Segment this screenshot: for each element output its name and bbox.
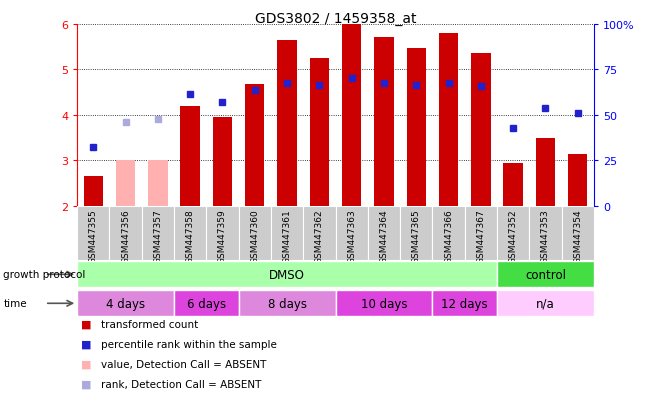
Text: GSM447364: GSM447364 — [379, 209, 389, 263]
Bar — [342, 25, 362, 206]
Bar — [471, 55, 491, 206]
Text: ■: ■ — [81, 339, 91, 349]
Bar — [207, 206, 239, 260]
Bar — [148, 161, 168, 206]
Text: GSM447363: GSM447363 — [347, 209, 356, 264]
Bar — [77, 291, 174, 316]
Bar — [432, 206, 465, 260]
Bar — [213, 118, 232, 206]
Bar — [277, 41, 297, 206]
Bar — [239, 206, 271, 260]
Bar — [368, 206, 400, 260]
Text: rank, Detection Call = ABSENT: rank, Detection Call = ABSENT — [101, 379, 261, 389]
Text: GSM447356: GSM447356 — [121, 209, 130, 264]
Text: 6 days: 6 days — [187, 297, 226, 310]
Text: GSM447353: GSM447353 — [541, 209, 550, 264]
Bar — [84, 177, 103, 206]
Text: GSM447367: GSM447367 — [476, 209, 485, 264]
Text: percentile rank within the sample: percentile rank within the sample — [101, 339, 276, 349]
Bar — [497, 291, 594, 316]
Text: 4 days: 4 days — [106, 297, 145, 310]
Bar — [271, 206, 303, 260]
Text: 12 days: 12 days — [442, 297, 488, 310]
Bar — [116, 161, 136, 206]
Bar — [400, 206, 432, 260]
Bar — [245, 85, 264, 206]
Text: GSM447352: GSM447352 — [509, 209, 517, 263]
Bar — [77, 262, 497, 287]
Bar — [174, 206, 207, 260]
Bar — [562, 206, 594, 260]
Bar — [529, 206, 562, 260]
Bar — [497, 206, 529, 260]
Bar — [336, 206, 368, 260]
Bar — [174, 291, 239, 316]
Text: ■: ■ — [81, 319, 91, 329]
Bar — [336, 291, 432, 316]
Bar — [465, 206, 497, 260]
Bar — [439, 34, 458, 206]
Text: GSM447366: GSM447366 — [444, 209, 453, 264]
Text: GSM447358: GSM447358 — [186, 209, 195, 264]
Text: growth protocol: growth protocol — [3, 270, 86, 280]
Text: GSM447365: GSM447365 — [412, 209, 421, 264]
Text: GSM447360: GSM447360 — [250, 209, 259, 264]
Bar — [374, 38, 394, 206]
Text: ■: ■ — [81, 379, 91, 389]
Text: GSM447357: GSM447357 — [154, 209, 162, 264]
Text: GSM447362: GSM447362 — [315, 209, 324, 263]
Text: ■: ■ — [81, 359, 91, 369]
Bar — [535, 138, 555, 206]
Text: DMSO: DMSO — [269, 268, 305, 281]
Text: GSM447354: GSM447354 — [573, 209, 582, 263]
Bar — [503, 163, 523, 206]
Bar — [497, 262, 594, 287]
Text: control: control — [525, 268, 566, 281]
Bar — [407, 49, 426, 206]
Bar — [310, 59, 329, 206]
Bar — [77, 206, 109, 260]
Bar — [303, 206, 336, 260]
Text: transformed count: transformed count — [101, 319, 198, 329]
Text: 8 days: 8 days — [268, 297, 307, 310]
Bar — [239, 291, 336, 316]
Text: value, Detection Call = ABSENT: value, Detection Call = ABSENT — [101, 359, 266, 369]
Text: time: time — [3, 299, 27, 309]
Bar — [432, 291, 497, 316]
Bar — [109, 206, 142, 260]
Bar — [180, 107, 200, 206]
Bar — [142, 206, 174, 260]
Text: GSM447361: GSM447361 — [282, 209, 292, 264]
Text: GSM447355: GSM447355 — [89, 209, 98, 264]
Text: GDS3802 / 1459358_at: GDS3802 / 1459358_at — [255, 12, 416, 26]
Text: n/a: n/a — [536, 297, 555, 310]
Text: 10 days: 10 days — [361, 297, 407, 310]
Bar — [568, 154, 587, 206]
Text: GSM447359: GSM447359 — [218, 209, 227, 264]
